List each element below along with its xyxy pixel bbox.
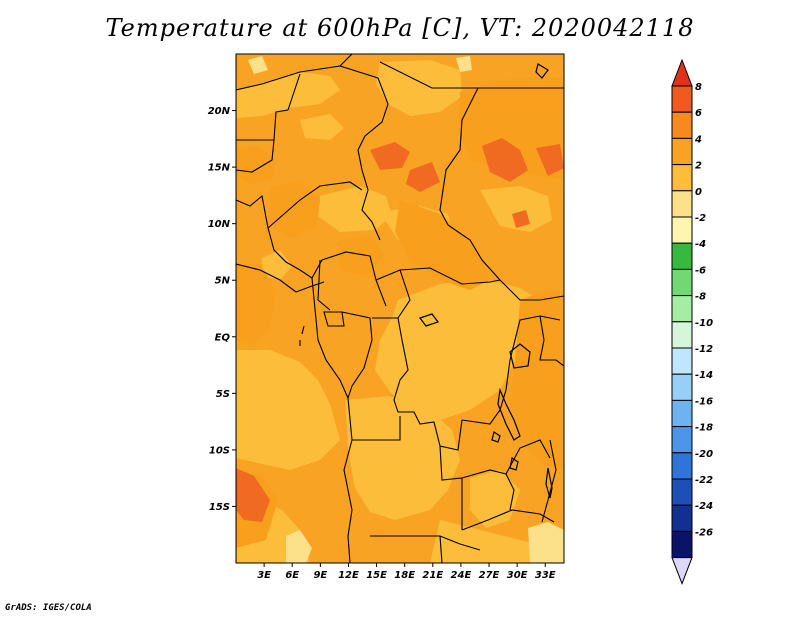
map-frame <box>235 53 565 564</box>
colorbar: 8 6 4 2 0 -2 -4 -6 -8 -10 -12 -14 -16 -18 -20 -22 -24 -26 <box>671 58 713 585</box>
colorbar-swatch <box>671 242 693 270</box>
field-zone-4to6 <box>236 138 564 522</box>
colorbar-label: 0 <box>695 187 702 198</box>
lon-tick-label: 9E <box>313 570 327 581</box>
lon-tick-label: 27E <box>479 570 500 581</box>
chart-title: Temperature at 600hPa [C], VT: 202004211… <box>105 14 695 42</box>
longitude-axis: 3E 6E 9E 12E 15E 18E 21E 24E 27E 30E 33E <box>257 563 556 581</box>
colorbar-swatch <box>671 85 693 113</box>
colorbar-label: 4 <box>694 134 702 145</box>
lat-tick-label: 10S <box>209 445 230 456</box>
lon-tick-label: 21E <box>422 570 443 581</box>
colorbar-swatch <box>671 190 693 218</box>
credit-label: GrADS: IGES/COLA <box>5 603 92 613</box>
lon-tick-label: 15E <box>366 570 387 581</box>
latitude-axis: 20N 15N 10N 5N EQ 5S 10S 15S <box>208 106 236 513</box>
colorbar-swatch <box>671 111 693 139</box>
lat-tick-label: EQ <box>215 332 231 343</box>
lon-tick-label: 18E <box>394 570 415 581</box>
colorbar-swatch <box>671 164 693 192</box>
colorbar-label: 8 <box>695 82 702 93</box>
colorbar-label: -22 <box>695 475 713 486</box>
colorbar-top-arrow <box>671 58 693 87</box>
lat-tick-label: 10N <box>208 219 231 230</box>
colorbar-label: -16 <box>695 396 713 407</box>
colorbar-swatch <box>671 373 693 401</box>
colorbar-swatch <box>671 216 693 244</box>
colorbar-label: -14 <box>695 370 713 381</box>
colorbar-swatch <box>671 504 693 532</box>
colorbar-label: -4 <box>695 239 706 250</box>
lon-tick-label: 30E <box>507 570 528 581</box>
colorbar-label: -8 <box>695 292 706 303</box>
colorbar-swatch <box>671 426 693 454</box>
colorbar-swatch <box>671 347 693 375</box>
colorbar-label: -10 <box>695 318 713 329</box>
colorbar-label: -26 <box>695 527 713 538</box>
colorbar-swatch <box>671 478 693 506</box>
lon-tick-label: 24E <box>451 570 472 581</box>
colorbar-swatch <box>671 530 693 559</box>
colorbar-label: -6 <box>695 265 706 276</box>
lakes <box>419 63 553 499</box>
colorbar-swatch <box>671 321 693 349</box>
colorbar-swatch <box>671 137 693 166</box>
country-borders <box>236 54 564 563</box>
colorbar-label: -20 <box>695 449 713 460</box>
temperature-field <box>236 54 564 563</box>
colorbar-swatch <box>671 399 693 428</box>
field-zone-minus2to0 <box>248 56 564 563</box>
lon-tick-label: 33E <box>535 570 556 581</box>
colorbar-label: -12 <box>695 344 713 355</box>
colorbar-bottom-arrow <box>671 557 693 585</box>
colorbar-swatch <box>671 452 693 480</box>
colorbar-swatch <box>671 268 693 297</box>
lon-tick-label: 12E <box>338 570 359 581</box>
lon-tick-label: 6E <box>285 570 299 581</box>
colorbar-swatch <box>671 295 693 323</box>
lat-tick-label: 5S <box>216 389 230 400</box>
lat-tick-label: 15N <box>208 163 231 174</box>
colorbar-label: -24 <box>695 501 713 512</box>
lat-tick-label: 5N <box>215 276 231 287</box>
colorbar-label: 6 <box>695 108 702 119</box>
lon-tick-label: 3E <box>257 570 271 581</box>
colorbar-label: -2 <box>695 213 706 224</box>
lat-tick-label: 20N <box>208 106 231 117</box>
colorbar-label: 2 <box>695 161 702 172</box>
colorbar-label: -18 <box>695 423 713 434</box>
lat-tick-label: 15S <box>209 502 230 513</box>
